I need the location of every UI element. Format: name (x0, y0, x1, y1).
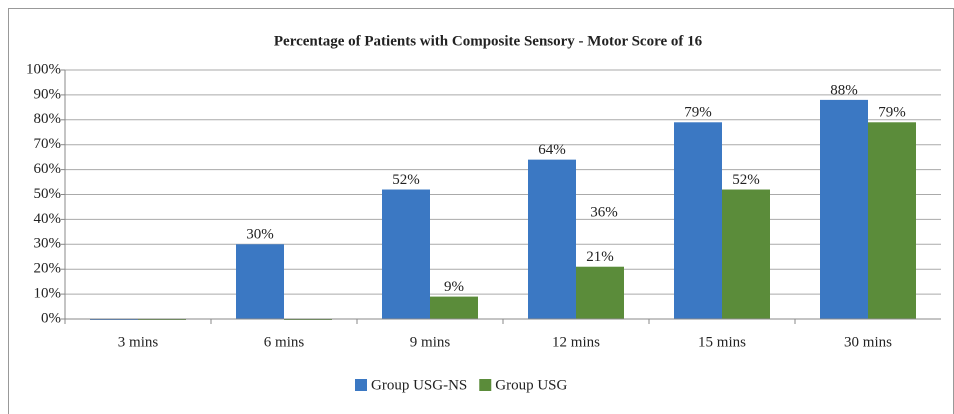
bar (722, 189, 770, 319)
data-label: 52% (732, 172, 760, 188)
legend-swatch (479, 379, 492, 391)
y-tick-label: 20% (34, 261, 62, 277)
x-tick-label: 3 mins (118, 334, 159, 350)
y-tick-label: 50% (34, 186, 62, 202)
legend-label: Group USG (495, 377, 567, 393)
y-tick-label: 30% (34, 236, 62, 252)
y-tick-label: 80% (34, 111, 62, 127)
x-tick-label: 12 mins (552, 334, 600, 350)
bar (528, 159, 576, 319)
data-label: 79% (878, 105, 906, 121)
data-label: 9% (444, 279, 464, 295)
bar (674, 122, 722, 319)
data-label: 21% (586, 249, 614, 265)
bar (382, 189, 430, 319)
data-label: 88% (830, 82, 858, 98)
y-tick-label: 10% (34, 286, 62, 302)
bar (430, 296, 478, 319)
x-tick-label: 6 mins (264, 334, 305, 350)
data-label: 52% (392, 172, 420, 188)
y-tick-label: 60% (34, 161, 62, 177)
data-label: 79% (684, 105, 712, 121)
bar (236, 244, 284, 319)
chart-border (8, 8, 954, 414)
x-tick-label: 15 mins (698, 334, 746, 350)
y-tick-label: 40% (34, 211, 62, 227)
x-tick-label: 9 mins (410, 334, 451, 350)
y-tick-label: 100% (26, 61, 61, 77)
data-label: 64% (538, 142, 566, 158)
y-tick-label: 70% (34, 136, 62, 152)
annotation: 36% (590, 204, 618, 220)
bar (868, 122, 916, 319)
chart-title: Percentage of Patients with Composite Se… (274, 33, 703, 49)
bar (576, 266, 624, 319)
legend-swatch (355, 379, 367, 391)
bar (820, 99, 868, 319)
data-label: 30% (246, 227, 274, 243)
legend-label: Group USG-NS (371, 377, 467, 393)
y-tick-label: 90% (34, 86, 62, 102)
y-tick-label: 0% (41, 310, 61, 326)
x-tick-label: 30 mins (844, 334, 892, 350)
